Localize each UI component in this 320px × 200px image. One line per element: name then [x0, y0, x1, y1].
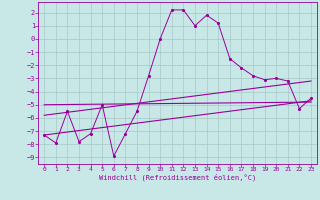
X-axis label: Windchill (Refroidissement éolien,°C): Windchill (Refroidissement éolien,°C)	[99, 174, 256, 181]
